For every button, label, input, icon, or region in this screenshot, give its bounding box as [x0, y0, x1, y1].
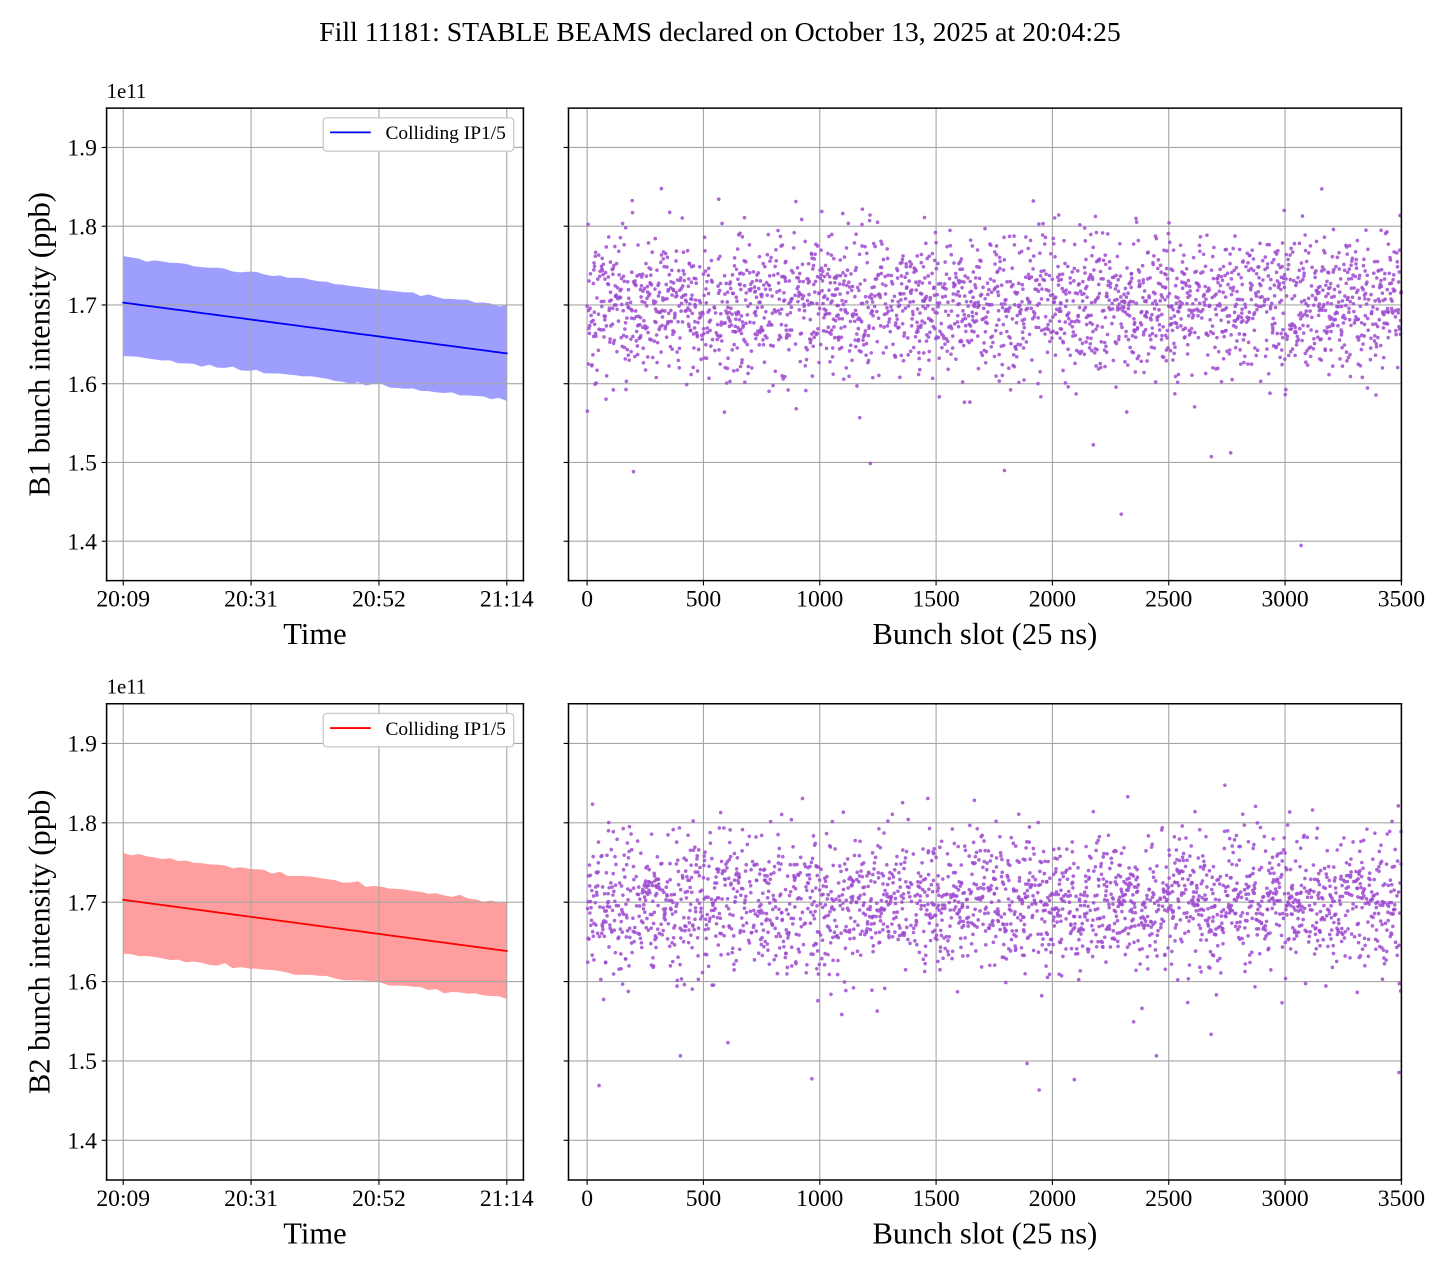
svg-text:0: 0 — [581, 1186, 593, 1212]
svg-text:500: 500 — [686, 587, 721, 613]
svg-text:1e11: 1e11 — [107, 675, 147, 699]
svg-text:2500: 2500 — [1145, 1186, 1192, 1212]
svg-text:B1 bunch intensity (ppb): B1 bunch intensity (ppb) — [23, 192, 57, 497]
svg-text:1.7: 1.7 — [67, 890, 97, 916]
svg-text:2000: 2000 — [1029, 587, 1076, 613]
svg-text:1.8: 1.8 — [67, 214, 97, 240]
svg-text:1500: 1500 — [912, 587, 959, 613]
svg-text:3000: 3000 — [1261, 587, 1308, 613]
svg-text:3500: 3500 — [1378, 587, 1425, 613]
svg-text:Colliding IP1/5: Colliding IP1/5 — [385, 123, 505, 144]
svg-text:1500: 1500 — [912, 1186, 959, 1212]
svg-text:2500: 2500 — [1145, 587, 1192, 613]
svg-text:0: 0 — [581, 587, 593, 613]
svg-text:1.4: 1.4 — [67, 1128, 97, 1154]
svg-text:1.6: 1.6 — [67, 372, 97, 398]
svg-text:1e11: 1e11 — [107, 79, 147, 103]
svg-text:21:14: 21:14 — [480, 587, 534, 613]
svg-text:3500: 3500 — [1378, 1186, 1425, 1212]
svg-text:Bunch slot (25 ns): Bunch slot (25 ns) — [873, 1216, 1098, 1250]
svg-text:21:14: 21:14 — [480, 1186, 534, 1212]
svg-text:20:31: 20:31 — [224, 587, 278, 613]
svg-text:1.5: 1.5 — [67, 451, 97, 477]
svg-text:Time: Time — [283, 1216, 346, 1250]
svg-text:20:31: 20:31 — [224, 1186, 278, 1212]
svg-text:3000: 3000 — [1261, 1186, 1308, 1212]
svg-text:2000: 2000 — [1029, 1186, 1076, 1212]
svg-text:1.9: 1.9 — [67, 136, 97, 162]
svg-text:1000: 1000 — [796, 1186, 843, 1212]
svg-text:20:52: 20:52 — [352, 587, 406, 613]
svg-text:1.7: 1.7 — [67, 293, 97, 319]
svg-text:1.5: 1.5 — [67, 1049, 97, 1075]
svg-text:1.4: 1.4 — [67, 529, 97, 555]
svg-text:Colliding IP1/5: Colliding IP1/5 — [385, 719, 505, 740]
svg-text:1.8: 1.8 — [67, 811, 97, 837]
svg-text:1.6: 1.6 — [67, 970, 97, 996]
svg-text:B2 bunch intensity (ppb): B2 bunch intensity (ppb) — [23, 790, 57, 1095]
svg-text:20:09: 20:09 — [96, 1186, 150, 1212]
svg-text:Bunch slot (25 ns): Bunch slot (25 ns) — [873, 617, 1098, 651]
svg-text:Time: Time — [283, 617, 346, 651]
svg-text:1.9: 1.9 — [67, 732, 97, 758]
svg-text:1000: 1000 — [796, 587, 843, 613]
svg-text:20:09: 20:09 — [96, 587, 150, 613]
svg-text:20:52: 20:52 — [352, 1186, 406, 1212]
svg-text:500: 500 — [686, 1186, 721, 1212]
